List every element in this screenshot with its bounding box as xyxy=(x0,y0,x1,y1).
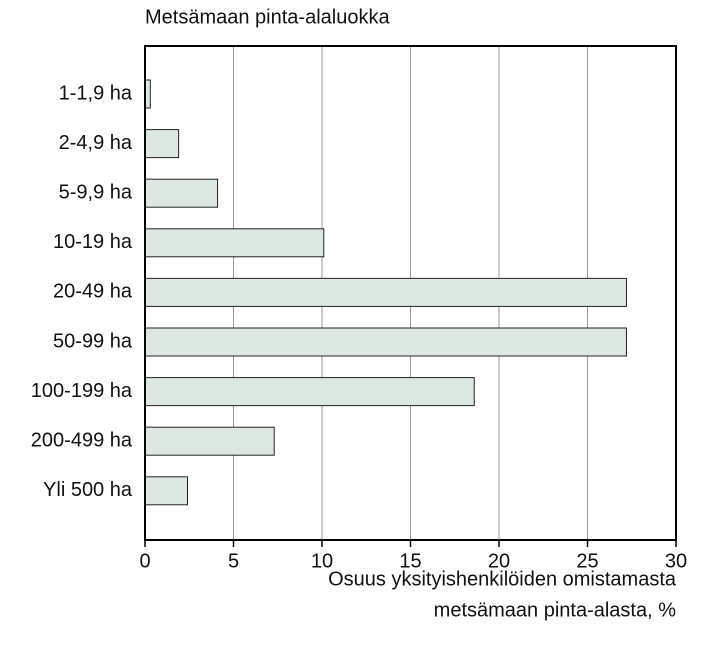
x-axis-label: Osuus yksityishenkilöiden omistamasta xyxy=(328,568,677,590)
x-tick-label: 0 xyxy=(139,550,150,572)
bar xyxy=(144,228,325,258)
y-tick-label: 10-19 ha xyxy=(53,231,133,253)
bar xyxy=(144,476,188,506)
x-axis-label: metsämaan pinta-alasta, % xyxy=(434,599,677,621)
x-tick-label: 5 xyxy=(228,550,239,572)
y-tick-label: 100-199 ha xyxy=(31,380,133,402)
y-tick-label: Yli 500 ha xyxy=(43,479,133,501)
bar xyxy=(144,377,475,407)
bar xyxy=(144,277,627,307)
y-tick-label: 20-49 ha xyxy=(53,281,133,303)
x-tick-label: 15 xyxy=(399,550,421,572)
bar xyxy=(144,327,627,357)
x-tick-label: 10 xyxy=(311,550,333,572)
y-tick-label: 200-499 ha xyxy=(31,429,133,451)
x-tick-label: 30 xyxy=(665,550,687,572)
bar xyxy=(144,426,275,456)
y-tick-label: 5-9,9 ha xyxy=(59,181,133,203)
x-tick-label: 20 xyxy=(488,550,510,572)
plot-border xyxy=(144,45,677,541)
x-tick-label: 25 xyxy=(576,550,598,572)
bar xyxy=(144,178,219,208)
y-tick-label: 2-4,9 ha xyxy=(59,132,133,154)
bar xyxy=(144,129,180,159)
chart-title: Metsämaan pinta-alaluokka xyxy=(145,6,390,28)
y-tick-label: 1-1,9 ha xyxy=(59,82,133,104)
y-tick-label: 50-99 ha xyxy=(53,330,133,352)
